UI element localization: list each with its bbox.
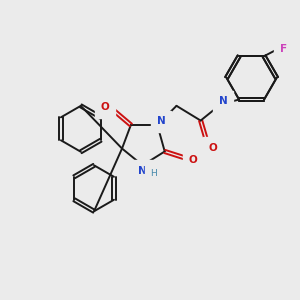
Text: O: O bbox=[209, 143, 218, 153]
Text: N: N bbox=[157, 116, 165, 126]
Text: N: N bbox=[138, 166, 147, 176]
Text: H: H bbox=[151, 169, 157, 178]
Text: F: F bbox=[280, 44, 287, 54]
Text: O: O bbox=[101, 102, 110, 112]
Text: N: N bbox=[219, 96, 227, 106]
Text: H: H bbox=[212, 93, 219, 102]
Text: O: O bbox=[189, 155, 198, 165]
